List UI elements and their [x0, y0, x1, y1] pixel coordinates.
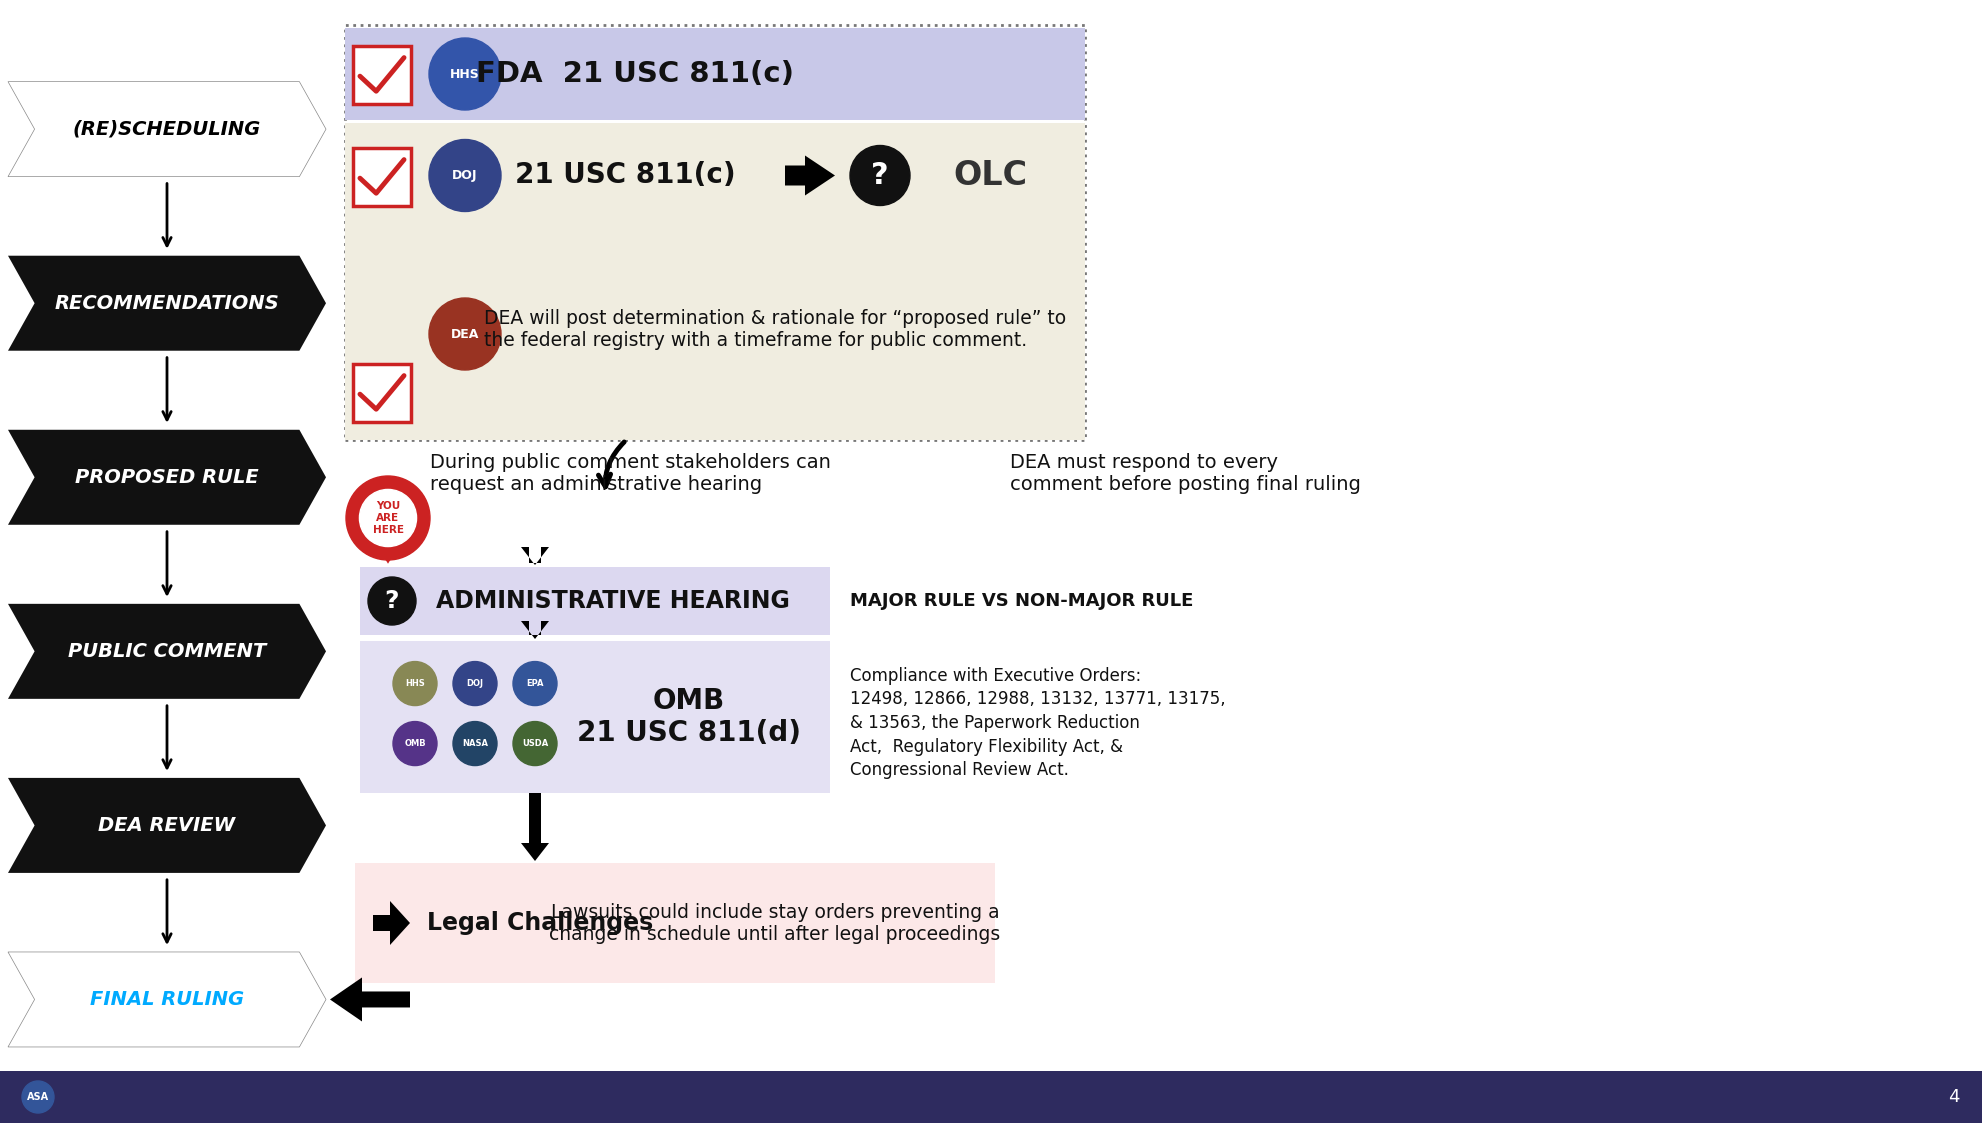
- Bar: [353, 364, 410, 422]
- Polygon shape: [521, 621, 549, 639]
- FancyBboxPatch shape: [361, 567, 830, 634]
- Circle shape: [392, 661, 436, 705]
- Text: During public comment stakeholders can
request an administrative hearing: During public comment stakeholders can r…: [430, 453, 830, 493]
- Text: Lawsuits could include stay orders preventing a
change in schedule until after l: Lawsuits could include stay orders preve…: [549, 903, 1001, 943]
- Text: RECOMMENDATIONS: RECOMMENDATIONS: [55, 294, 279, 312]
- FancyBboxPatch shape: [355, 862, 995, 983]
- Text: EPA: EPA: [527, 679, 543, 688]
- Text: MAJOR RULE VS NON-MAJOR RULE: MAJOR RULE VS NON-MAJOR RULE: [850, 592, 1193, 610]
- Text: YOU
ARE
HERE: YOU ARE HERE: [373, 501, 404, 535]
- Text: HHS: HHS: [450, 67, 480, 81]
- Text: DEA REVIEW: DEA REVIEW: [99, 816, 236, 834]
- Text: DOJ: DOJ: [452, 168, 478, 182]
- Circle shape: [347, 476, 430, 560]
- Text: USDA: USDA: [521, 739, 549, 748]
- Text: ASA: ASA: [28, 1092, 50, 1102]
- Text: 4: 4: [1948, 1088, 1960, 1106]
- Polygon shape: [8, 952, 325, 1047]
- Text: Compliance with Executive Orders:
12498, 12866, 12988, 13132, 13771, 13175,
& 13: Compliance with Executive Orders: 12498,…: [850, 667, 1225, 779]
- Circle shape: [22, 1081, 54, 1113]
- Circle shape: [428, 38, 501, 110]
- Text: FINAL RULING: FINAL RULING: [89, 990, 244, 1008]
- Text: PUBLIC COMMENT: PUBLIC COMMENT: [67, 642, 266, 660]
- Circle shape: [850, 146, 910, 206]
- Text: ?: ?: [872, 161, 888, 190]
- Circle shape: [359, 490, 416, 547]
- Text: DEA will post determination & rationale for “proposed rule” to
the federal regis: DEA will post determination & rationale …: [484, 309, 1066, 349]
- Text: PROPOSED RULE: PROPOSED RULE: [75, 468, 260, 486]
- Circle shape: [454, 661, 497, 705]
- FancyBboxPatch shape: [345, 124, 1084, 228]
- Circle shape: [392, 722, 436, 766]
- Polygon shape: [8, 778, 325, 873]
- Text: OLC: OLC: [953, 159, 1027, 192]
- Text: Legal Challenges: Legal Challenges: [426, 911, 654, 935]
- Polygon shape: [8, 604, 325, 699]
- Polygon shape: [8, 256, 325, 350]
- Polygon shape: [8, 430, 325, 524]
- Circle shape: [513, 722, 557, 766]
- Text: ADMINISTRATIVE HEARING: ADMINISTRATIVE HEARING: [436, 588, 791, 613]
- Polygon shape: [785, 155, 834, 195]
- Polygon shape: [521, 793, 549, 861]
- Text: DEA: DEA: [450, 328, 480, 340]
- Text: OMB: OMB: [404, 739, 426, 748]
- FancyBboxPatch shape: [345, 228, 1084, 440]
- Text: ?: ?: [385, 588, 398, 613]
- Circle shape: [428, 139, 501, 211]
- Polygon shape: [8, 82, 325, 176]
- Circle shape: [369, 577, 416, 626]
- FancyBboxPatch shape: [0, 1071, 1982, 1123]
- FancyBboxPatch shape: [345, 28, 1084, 120]
- Text: 21 USC 811(c): 21 USC 811(c): [515, 162, 735, 190]
- Text: HHS: HHS: [404, 679, 424, 688]
- Text: DOJ: DOJ: [466, 679, 484, 688]
- Polygon shape: [329, 977, 410, 1022]
- FancyBboxPatch shape: [361, 641, 830, 793]
- Bar: [353, 148, 410, 206]
- Text: (RE)SCHEDULING: (RE)SCHEDULING: [73, 120, 262, 138]
- Polygon shape: [373, 901, 410, 944]
- Text: FDA  21 USC 811(c): FDA 21 USC 811(c): [476, 60, 795, 88]
- Bar: [353, 46, 410, 104]
- Text: DEA must respond to every
comment before posting final ruling: DEA must respond to every comment before…: [1011, 453, 1362, 493]
- Text: OMB
21 USC 811(d): OMB 21 USC 811(d): [577, 687, 801, 747]
- Text: NASA: NASA: [462, 739, 488, 748]
- Circle shape: [513, 661, 557, 705]
- Circle shape: [454, 722, 497, 766]
- Polygon shape: [521, 547, 549, 565]
- Circle shape: [428, 298, 501, 369]
- Polygon shape: [375, 541, 402, 564]
